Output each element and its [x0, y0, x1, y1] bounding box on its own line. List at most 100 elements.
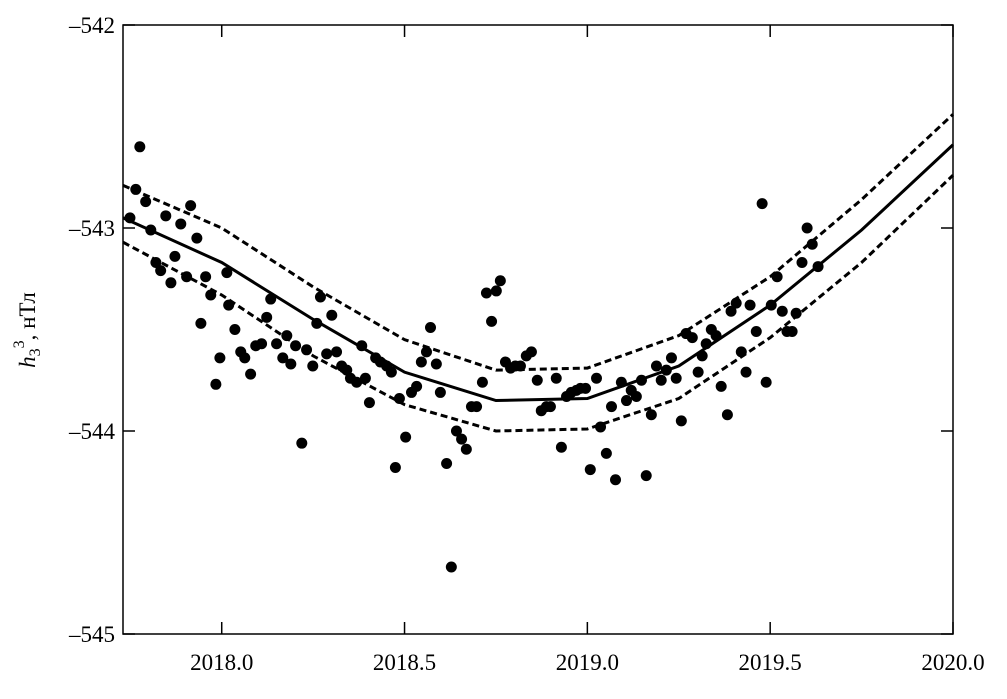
y-tick-label: –545: [68, 622, 115, 647]
data-point: [420, 346, 432, 358]
data-point: [393, 393, 405, 405]
data-point: [400, 431, 412, 443]
data-point: [486, 315, 498, 327]
data-point: [645, 409, 657, 421]
data-point: [155, 265, 167, 277]
data-point: [271, 338, 283, 350]
data-point: [692, 366, 704, 378]
data-point: [145, 224, 157, 236]
x-tick-label: 2018.0: [190, 650, 253, 675]
data-point: [140, 196, 152, 208]
data-point: [715, 380, 727, 392]
data-point: [290, 340, 302, 352]
data-point: [265, 293, 277, 305]
data-point: [351, 376, 363, 388]
data-point: [786, 326, 798, 338]
data-point: [185, 200, 197, 212]
data-point: [307, 360, 319, 372]
data-point: [750, 326, 762, 338]
plot-frame: [122, 24, 954, 635]
data-point: [630, 390, 642, 402]
data-point: [200, 271, 212, 283]
data-point: [584, 464, 596, 476]
data-point: [710, 330, 722, 342]
data-point: [580, 382, 592, 394]
data-point: [311, 317, 323, 329]
data-point: [425, 321, 437, 333]
data-point: [812, 261, 824, 273]
data-point: [765, 299, 777, 311]
data-point: [660, 364, 672, 376]
data-point: [356, 340, 368, 352]
data-point: [430, 358, 442, 370]
data-point: [389, 462, 401, 474]
data-point: [796, 257, 808, 269]
data-point: [615, 376, 627, 388]
data-point: [277, 352, 289, 364]
x-tick-label: 2019.5: [739, 650, 802, 675]
data-point: [544, 401, 556, 413]
data-point: [314, 291, 326, 303]
y-tick-label: –543: [68, 216, 115, 241]
data-point: [359, 372, 371, 384]
data-point: [525, 346, 537, 358]
data-point: [221, 267, 233, 279]
data-point: [771, 271, 783, 283]
data-point: [744, 299, 756, 311]
data-point: [776, 305, 788, 317]
data-point: [130, 183, 142, 195]
data-point: [605, 401, 617, 413]
data-point: [490, 285, 502, 297]
data-point: [756, 198, 768, 210]
data-point: [331, 346, 343, 358]
data-point: [205, 289, 217, 301]
data-point: [281, 330, 293, 342]
data-point: [445, 561, 457, 573]
confidence-band: [122, 113, 955, 372]
data-point: [169, 250, 181, 262]
data-point: [460, 443, 472, 455]
data-point: [214, 352, 226, 364]
data-point: [740, 366, 752, 378]
y-label-subscript: 3: [27, 348, 44, 356]
data-point: [150, 257, 162, 269]
data-point: [665, 352, 677, 364]
data-point: [700, 338, 712, 350]
data-point: [620, 395, 632, 407]
data-point: [675, 415, 687, 427]
data-point: [730, 297, 742, 309]
data-point: [223, 299, 235, 311]
data-point: [650, 360, 662, 372]
data-point: [600, 447, 612, 459]
data-point: [476, 376, 488, 388]
data-point: [363, 397, 375, 409]
data-point: [760, 376, 772, 388]
data-point: [301, 344, 313, 356]
data-point: [385, 366, 397, 378]
data-point: [531, 374, 543, 386]
y-tick-label: –542: [68, 13, 115, 38]
data-point: [411, 380, 423, 392]
y-label-superscript: 3: [11, 340, 28, 348]
data-point: [494, 275, 506, 287]
data-point: [595, 421, 607, 433]
data-point: [124, 212, 136, 224]
data-point: [790, 307, 802, 319]
data-point: [160, 210, 172, 222]
data-point: [514, 360, 526, 372]
data-point: [591, 372, 603, 384]
x-tick-label: 2018.5: [373, 650, 436, 675]
data-point: [134, 141, 146, 153]
data-point: [434, 386, 446, 398]
data-point: [696, 350, 708, 362]
data-point: [655, 374, 667, 386]
x-tick-label: 2020.0: [921, 650, 984, 675]
data-point: [191, 232, 203, 244]
data-point: [686, 332, 698, 344]
data-point: [610, 474, 622, 486]
data-point: [635, 374, 647, 386]
data-point: [801, 222, 813, 234]
data-point: [721, 409, 733, 421]
data-point: [261, 311, 273, 323]
